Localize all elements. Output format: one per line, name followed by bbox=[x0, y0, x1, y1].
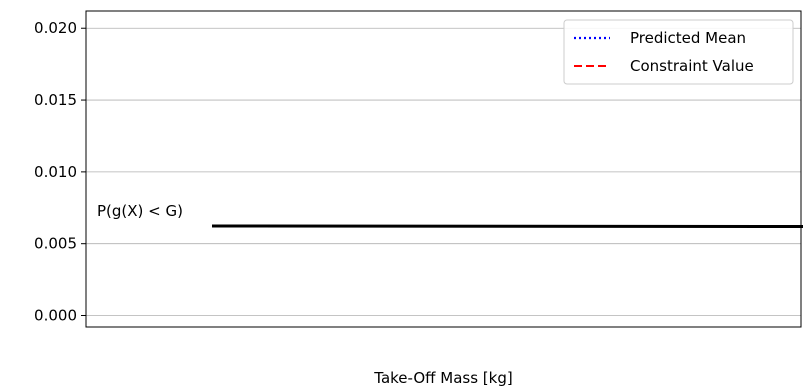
y-tick-label: 0.015 bbox=[34, 91, 77, 109]
y-tick-label: 0.005 bbox=[34, 235, 77, 253]
legend-label: Constraint Value bbox=[630, 57, 754, 75]
x-axis-title: Take-Off Mass [kg] bbox=[373, 369, 512, 387]
plot-frame bbox=[85, 10, 802, 328]
y-tick-label: 0.000 bbox=[34, 307, 77, 325]
legend-label: Predicted Mean bbox=[630, 29, 746, 47]
y-tick-label: 0.010 bbox=[34, 163, 77, 181]
legend: Predicted Mean Constraint Value bbox=[563, 19, 794, 85]
annotation-label: P(g(X) < G) bbox=[97, 202, 183, 220]
annotation: P(g(X) < G) bbox=[97, 202, 803, 229]
y-axis-ticks: 0.000 0.005 0.010 0.015 0.020 bbox=[34, 19, 86, 325]
annotation-arrow bbox=[211, 224, 803, 229]
y-tick-label: 0.020 bbox=[34, 19, 77, 37]
legend-box bbox=[563, 19, 794, 85]
grid bbox=[86, 27, 801, 316]
